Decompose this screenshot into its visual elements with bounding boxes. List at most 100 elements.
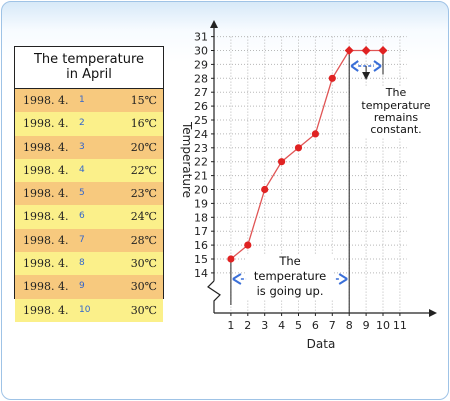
y-tick-label: 21 bbox=[194, 170, 208, 183]
axis-break-icon bbox=[207, 280, 221, 313]
table-row: 1998. 4. 3 20℃ bbox=[15, 135, 163, 159]
row-date-prefix: 1998. 4. bbox=[23, 280, 69, 294]
chart-axes bbox=[207, 20, 437, 317]
left-arrowhead-icon bbox=[350, 60, 359, 72]
data-point bbox=[378, 46, 388, 55]
table-title-line1: The temperature bbox=[33, 52, 145, 67]
row-day: 3 bbox=[79, 141, 85, 152]
row-temp: 30℃ bbox=[130, 257, 157, 271]
row-day: 9 bbox=[79, 281, 85, 292]
constant-label: remains bbox=[374, 111, 419, 124]
y-tick-label: 25 bbox=[194, 114, 208, 127]
data-point bbox=[328, 74, 336, 82]
right-arrowhead-icon bbox=[338, 273, 348, 285]
table-row: 1998. 4. 5 23℃ bbox=[15, 182, 163, 206]
x-axis-label: Data bbox=[307, 337, 336, 351]
row-temp: 30℃ bbox=[130, 303, 157, 317]
row-temp: 16℃ bbox=[130, 117, 157, 131]
row-temp: 15℃ bbox=[130, 94, 157, 107]
row-day: 1 bbox=[79, 95, 85, 105]
row-temp: 22℃ bbox=[130, 163, 157, 177]
y-tick-label: 29 bbox=[194, 58, 208, 71]
data-point bbox=[344, 46, 354, 55]
y-tick-label: 23 bbox=[194, 142, 208, 155]
table-row: 1998. 4. 1 15℃ bbox=[15, 89, 163, 113]
row-date-prefix: 1998. 4. bbox=[23, 233, 69, 247]
row-date-prefix: 1998. 4. bbox=[23, 117, 69, 131]
table-rows: 1998. 4. 1 15℃ 1998. 4. 2 16℃ 1998. 4. 3 20℃ 1998… bbox=[15, 89, 163, 322]
constant-label: constant. bbox=[370, 123, 421, 136]
y-tick-label: 20 bbox=[194, 184, 208, 197]
row-day: 5 bbox=[79, 188, 85, 199]
y-tick-label: 14 bbox=[194, 267, 208, 280]
row-temp: 28℃ bbox=[130, 233, 157, 247]
temperature-table: The temperature in April 1998. 4. 1 15℃ 199… bbox=[14, 46, 164, 322]
row-date-prefix: 1998. 4. bbox=[23, 257, 69, 271]
data-point bbox=[361, 46, 371, 55]
constant-label: temperature bbox=[361, 99, 430, 112]
table-title-line2: in April bbox=[66, 67, 112, 82]
chart-series bbox=[227, 46, 388, 263]
table-row: 1998. 4. 6 24℃ bbox=[15, 205, 163, 229]
row-date-prefix: 1998. 4. bbox=[23, 187, 69, 201]
x-tick-label: 2 bbox=[244, 319, 251, 332]
left-arrowhead-icon bbox=[232, 273, 242, 285]
table-row: 1998. 4. 8 30℃ bbox=[15, 252, 163, 276]
x-tick-label: 5 bbox=[295, 319, 302, 332]
going-up-label: is going up. bbox=[257, 284, 324, 298]
table-row: 1998. 4. 2 16℃ bbox=[15, 112, 163, 136]
row-temp: 23℃ bbox=[130, 187, 157, 201]
x-tick-label: 10 bbox=[376, 319, 390, 332]
y-axis-label: Temperature bbox=[180, 121, 194, 198]
row-temp: 20℃ bbox=[130, 140, 157, 154]
y-tick-label: 27 bbox=[194, 86, 208, 99]
right-arrowhead-icon bbox=[373, 60, 382, 72]
y-tick-label: 17 bbox=[194, 225, 208, 238]
x-tick-label: 9 bbox=[363, 319, 370, 332]
row-date-prefix: 1998. 4. bbox=[23, 210, 69, 224]
y-tick-label: 15 bbox=[194, 253, 208, 266]
data-point bbox=[311, 130, 319, 138]
row-date-prefix: 1998. 4. bbox=[23, 303, 69, 317]
row-day: 4 bbox=[79, 164, 85, 175]
x-tick-label: 6 bbox=[312, 319, 319, 332]
row-day: 6 bbox=[79, 211, 85, 222]
data-point bbox=[261, 185, 269, 194]
constant-label-bg bbox=[352, 86, 438, 138]
x-tick-label: 8 bbox=[346, 319, 353, 332]
y-tick-label: 26 bbox=[194, 100, 208, 113]
row-temp: 24℃ bbox=[130, 210, 157, 224]
table-title: The temperature in April bbox=[15, 47, 163, 89]
y-tick-label: 19 bbox=[194, 197, 208, 210]
data-point bbox=[227, 255, 235, 263]
x-tick-label: 11 bbox=[393, 319, 407, 332]
data-point bbox=[278, 158, 286, 166]
table-row: 1998. 4. 9 30℃ bbox=[15, 275, 163, 299]
x-tick-label: 7 bbox=[329, 319, 336, 332]
table-row: 1998. 4. 10 30℃ bbox=[15, 298, 163, 322]
temperature-series-line bbox=[230, 49, 383, 260]
table-row: 1998. 4. 7 28℃ bbox=[15, 228, 163, 253]
going-up-label: temperature bbox=[254, 269, 326, 283]
table-row: 1998. 4. 4 22℃ bbox=[15, 158, 163, 183]
constant-label: The bbox=[385, 86, 407, 99]
y-tick-label: 22 bbox=[194, 156, 208, 169]
row-date-prefix: 1998. 4. bbox=[23, 163, 69, 177]
x-axis-arrow-icon bbox=[429, 309, 437, 317]
row-day: 8 bbox=[79, 258, 85, 269]
x-tick-label: 4 bbox=[278, 319, 285, 332]
y-tick-label: 16 bbox=[194, 239, 208, 252]
y-tick-label: 18 bbox=[194, 211, 208, 224]
y-tick-label: 24 bbox=[194, 128, 208, 141]
row-day: 2 bbox=[79, 118, 85, 129]
y-tick-label: 31 bbox=[194, 31, 208, 44]
y-tick-label: 30 bbox=[194, 45, 208, 58]
row-temp: 30℃ bbox=[130, 280, 157, 294]
data-point bbox=[244, 241, 252, 249]
row-day: 10 bbox=[79, 304, 91, 315]
row-date-prefix: 1998. 4. bbox=[23, 94, 69, 107]
x-tick-label: 3 bbox=[261, 319, 268, 332]
